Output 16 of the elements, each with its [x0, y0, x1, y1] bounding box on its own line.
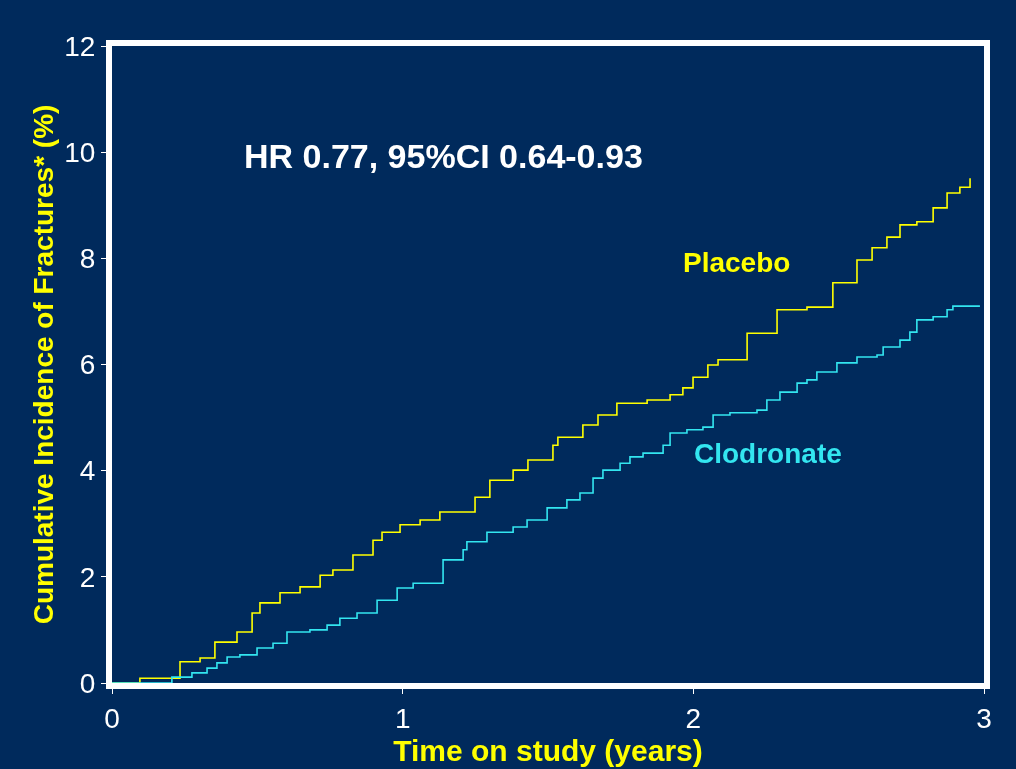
x-tick-label: 3 [976, 702, 992, 734]
y-tick-label: 2 [79, 561, 96, 593]
x-axis-title: Time on study (years) [393, 733, 703, 767]
y-tick-label: 4 [79, 455, 96, 487]
annotation: HR 0.77, 95%CI 0.64-0.93 [244, 137, 643, 175]
x-tick-label: 0 [104, 702, 120, 734]
series-label: Placebo [683, 247, 791, 278]
y-tick-label: 0 [79, 667, 96, 699]
y-tick-label: 6 [79, 349, 96, 381]
y-tick-label: 10 [64, 136, 96, 168]
x-tick-label: 2 [685, 702, 702, 734]
y-axis-title: Cumulative Incidence of Fractures* (%) [28, 104, 60, 625]
series-label: Clodronate [694, 438, 842, 469]
y-tick-label: 12 [64, 30, 96, 62]
x-tick-label: 1 [394, 702, 411, 734]
y-tick-label: 8 [79, 243, 96, 275]
